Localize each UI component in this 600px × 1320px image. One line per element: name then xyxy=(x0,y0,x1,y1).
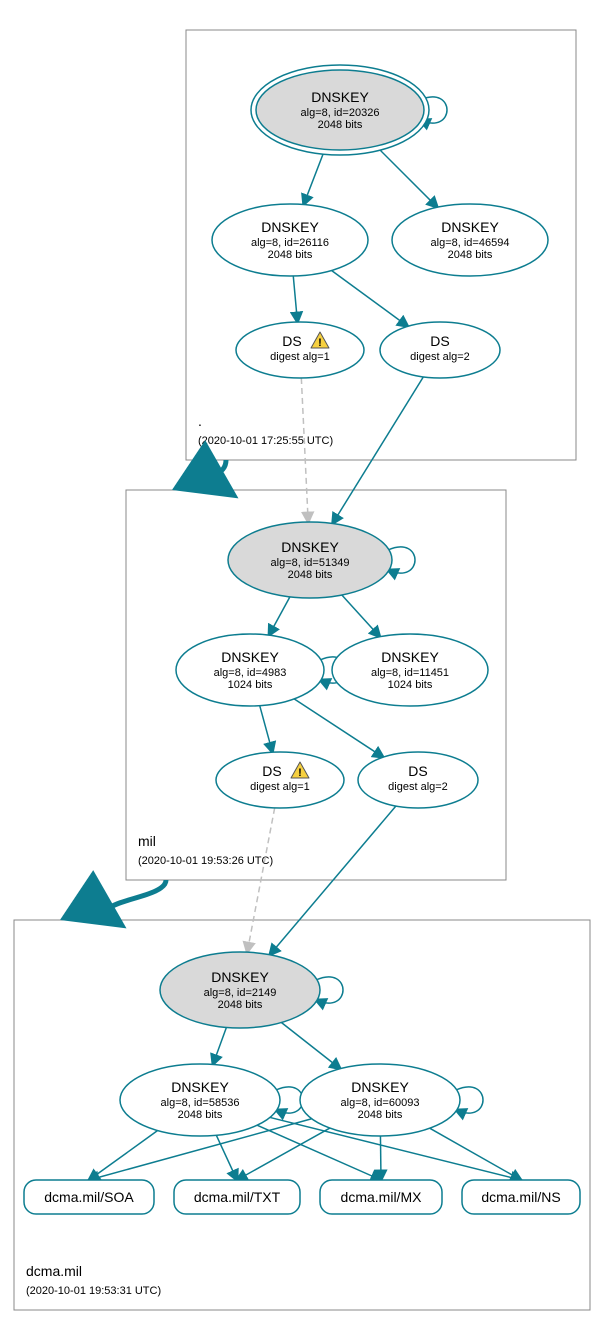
node-text-dcma_zsk2-1: alg=8, id=60093 xyxy=(341,1097,420,1109)
node-text-root_ds1-0: DS xyxy=(282,333,301,349)
node-text-mil_zsk2-2: 1024 bits xyxy=(388,679,433,691)
edge-root_ds1-mil_ksk xyxy=(301,378,308,522)
rr-label-rr_txt: dcma.mil/TXT xyxy=(194,1189,281,1205)
zone-arrow-1-2 xyxy=(107,880,166,920)
node-text-mil_ds2-1: digest alg=2 xyxy=(388,781,448,793)
node-mil_ds2: DS digest alg=2 xyxy=(358,752,478,808)
zone-label-root: . xyxy=(198,413,202,429)
node-mil_zsk1: DNSKEY alg=8, id=49831024 bits xyxy=(176,634,324,706)
node-text-root_zsk1-2: 2048 bits xyxy=(268,249,313,261)
node-text-mil_ksk-2: 2048 bits xyxy=(288,569,333,581)
node-text-mil_zsk2-0: DNSKEY xyxy=(381,649,439,665)
node-text-root_zsk1-0: DNSKEY xyxy=(261,219,319,235)
edge-dcma_ksk-dcma_zsk1 xyxy=(213,1027,226,1064)
node-text-mil_ds1-1: digest alg=1 xyxy=(250,781,310,793)
edge-dcma_zsk2-rr_ns xyxy=(430,1128,521,1180)
node-text-mil_ds2-0: DS xyxy=(408,763,427,779)
node-text-dcma_zsk1-1: alg=8, id=58536 xyxy=(161,1097,240,1109)
edge-mil_zsk1-mil_ds2 xyxy=(294,699,383,757)
rr-label-rr_mx: dcma.mil/MX xyxy=(341,1189,423,1205)
node-text-mil_zsk1-1: alg=8, id=4983 xyxy=(214,667,287,679)
node-text-root_zsk2-2: 2048 bits xyxy=(448,249,493,261)
node-root_ksk: DNSKEY alg=8, id=203262048 bits xyxy=(251,65,429,155)
node-text-mil_ksk-1: alg=8, id=51349 xyxy=(271,557,350,569)
node-text-dcma_ksk-1: alg=8, id=2149 xyxy=(204,987,277,999)
node-mil_ds1: DS digest alg=1! xyxy=(216,752,344,808)
dnssec-graph: . (2020-10-01 17:25:55 UTC) mil (2020-10-01… xyxy=(0,0,600,1320)
node-dcma_ksk: DNSKEY alg=8, id=21492048 bits xyxy=(160,952,320,1028)
node-text-dcma_zsk2-0: DNSKEY xyxy=(351,1079,409,1095)
node-text-root_zsk2-1: alg=8, id=46594 xyxy=(431,237,510,249)
rr-label-rr_soa: dcma.mil/SOA xyxy=(44,1189,134,1205)
edge-mil_zsk1-mil_ds1 xyxy=(260,706,273,753)
node-text-mil_ksk-0: DNSKEY xyxy=(281,539,339,555)
node-text-mil_zsk1-0: DNSKEY xyxy=(221,649,279,665)
edge-mil_ksk-mil_zsk2 xyxy=(342,595,380,637)
node-mil_ksk: DNSKEY alg=8, id=513492048 bits xyxy=(228,522,392,598)
zone-sublabel-mil: (2020-10-01 19:53:26 UTC) xyxy=(138,855,273,867)
node-dcma_zsk2: DNSKEY alg=8, id=600932048 bits xyxy=(300,1064,460,1136)
node-text-root_zsk1-1: alg=8, id=26116 xyxy=(251,237,329,249)
zone-arrow-0-1 xyxy=(213,460,226,490)
edge-dcma_zsk1-rr_soa xyxy=(89,1131,158,1180)
zone-label-dcma: dcma.mil xyxy=(26,1263,82,1279)
edge-root_ksk-root_zsk2 xyxy=(376,146,437,207)
edge-mil_ksk-mil_zsk1 xyxy=(269,597,290,635)
warning-bang: ! xyxy=(318,337,322,349)
zone-label-mil: mil xyxy=(138,833,156,849)
edge-dcma_zsk2-rr_mx xyxy=(380,1136,381,1180)
zone-sublabel-root: (2020-10-01 17:25:55 UTC) xyxy=(198,435,333,447)
node-text-mil_zsk2-1: alg=8, id=11451 xyxy=(371,667,449,679)
node-root_zsk2: DNSKEY alg=8, id=465942048 bits xyxy=(392,204,548,276)
node-text-mil_zsk1-2: 1024 bits xyxy=(228,679,273,691)
node-root_zsk1: DNSKEY alg=8, id=261162048 bits xyxy=(212,204,368,276)
node-text-root_ksk-0: DNSKEY xyxy=(311,89,369,105)
edge-root_zsk1-root_ds1 xyxy=(293,276,297,322)
node-text-dcma_zsk1-0: DNSKEY xyxy=(171,1079,229,1095)
node-text-dcma_zsk2-2: 2048 bits xyxy=(358,1109,403,1121)
rr-label-rr_ns: dcma.mil/NS xyxy=(481,1189,560,1205)
node-text-root_ds2-0: DS xyxy=(430,333,449,349)
warning-bang: ! xyxy=(298,767,302,779)
node-text-mil_ds1-0: DS xyxy=(262,763,281,779)
edge-root_zsk1-root_ds2 xyxy=(332,270,408,326)
node-text-root_ksk-1: alg=8, id=20326 xyxy=(301,107,380,119)
edge-root_ksk-root_zsk1 xyxy=(304,149,325,204)
node-mil_zsk2: DNSKEY alg=8, id=114511024 bits xyxy=(332,634,488,706)
node-text-root_zsk2-0: DNSKEY xyxy=(441,219,499,235)
node-text-dcma_ksk-0: DNSKEY xyxy=(211,969,269,985)
node-root_ds1: DS digest alg=1! xyxy=(236,322,364,378)
node-text-dcma_zsk1-2: 2048 bits xyxy=(178,1109,223,1121)
node-text-dcma_ksk-2: 2048 bits xyxy=(218,999,263,1011)
node-text-root_ds1-1: digest alg=1 xyxy=(270,351,330,363)
node-dcma_zsk1: DNSKEY alg=8, id=585362048 bits xyxy=(120,1064,280,1136)
node-root_ds2: DS digest alg=2 xyxy=(380,322,500,378)
zone-sublabel-dcma: (2020-10-01 19:53:31 UTC) xyxy=(26,1285,161,1297)
node-text-root_ksk-2: 2048 bits xyxy=(318,119,363,131)
node-text-root_ds2-1: digest alg=2 xyxy=(410,351,470,363)
edge-dcma_ksk-dcma_zsk2 xyxy=(281,1023,340,1069)
edge-root_ds2-mil_ksk xyxy=(333,377,424,524)
